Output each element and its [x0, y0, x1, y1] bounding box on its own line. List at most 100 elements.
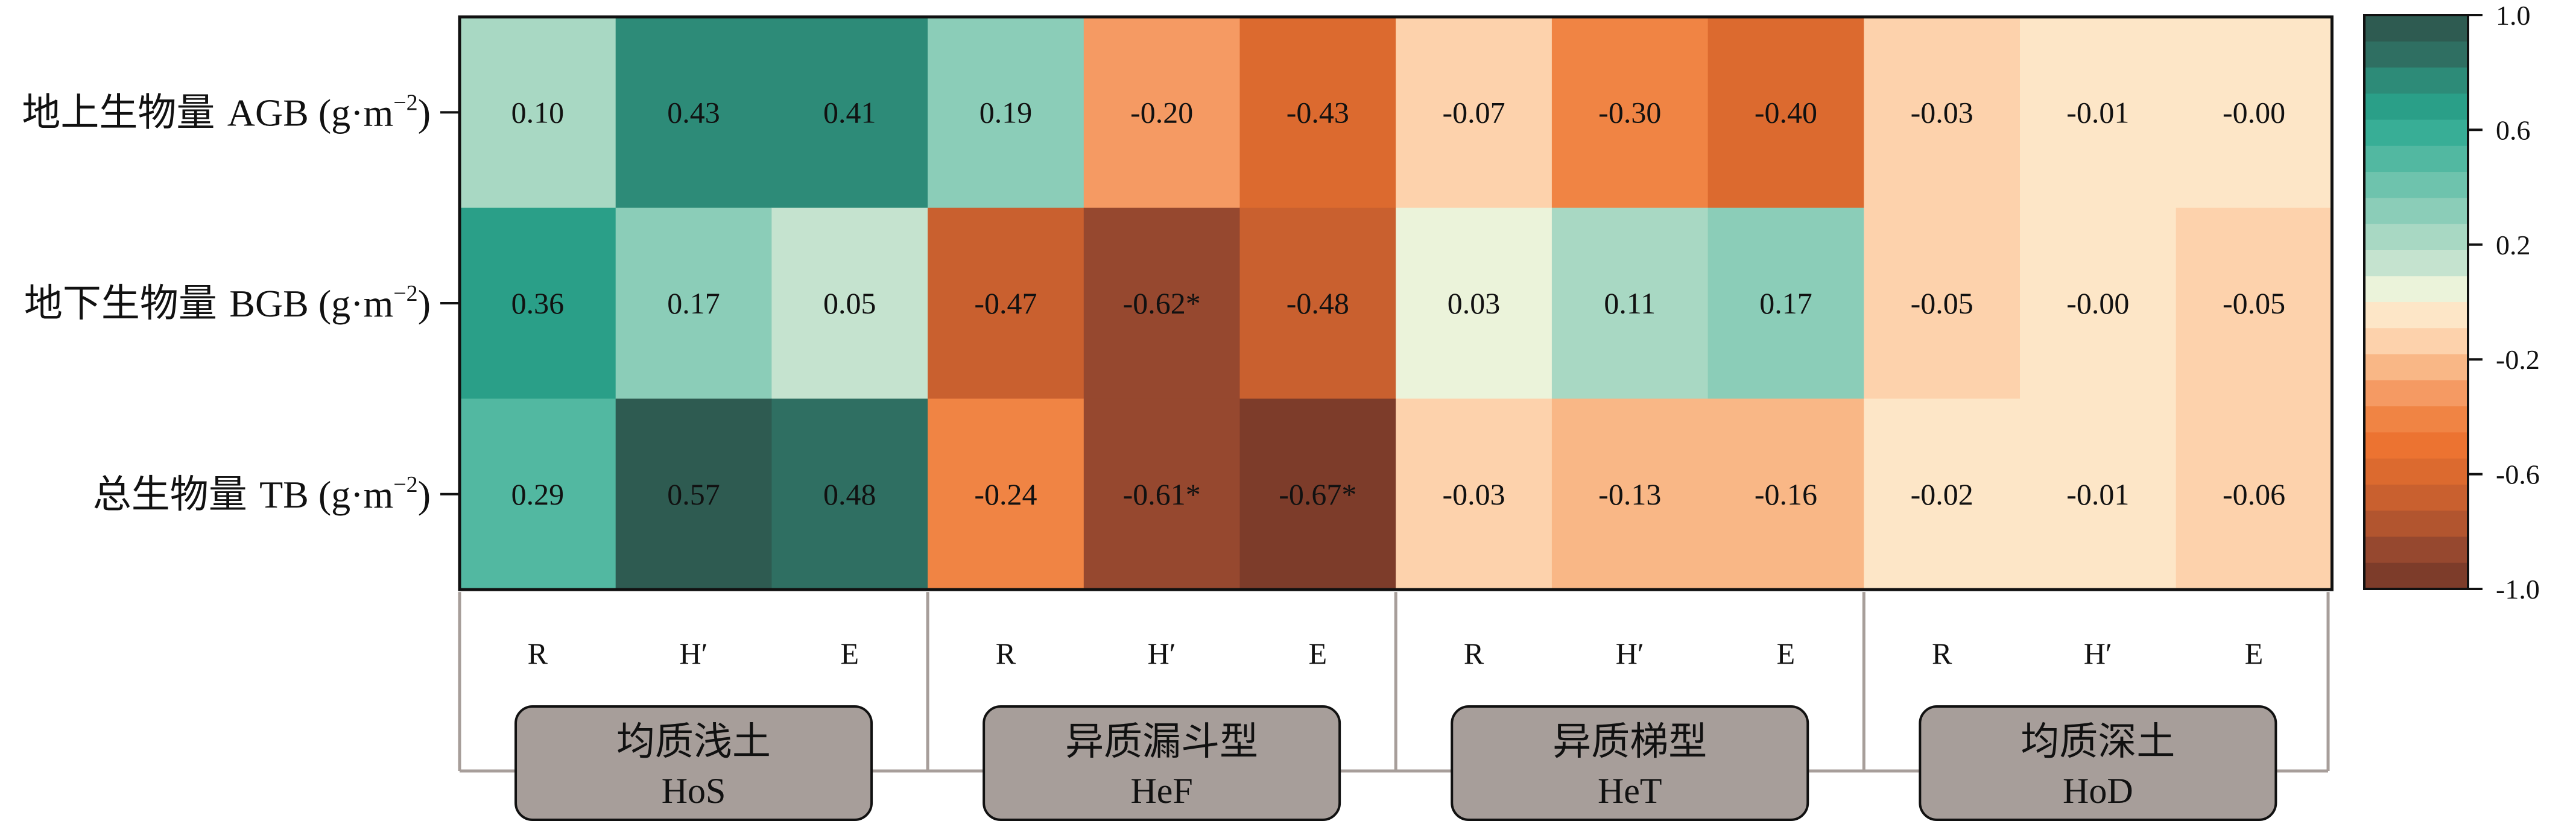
column-tick-labels: R H′ E R H′ E R H′ E R H′ E — [528, 637, 2264, 670]
group-label-cn: 均质深土 — [2021, 720, 2175, 764]
cell-value-label: 0.29 — [511, 477, 565, 511]
colorbar-swatch — [2364, 432, 2468, 459]
cell-value-label: -0.40 — [1755, 95, 1817, 129]
group-label-en: HoS — [662, 771, 726, 811]
row-label: 总生物量 TB (g·m−2) — [93, 472, 431, 517]
colorbar-swatch — [2364, 380, 2468, 407]
cell-value-label: -0.47 — [974, 286, 1037, 320]
colorbar-swatch — [2364, 145, 2468, 172]
cell-value-label: -0.30 — [1598, 95, 1661, 129]
heatmap-cell — [1396, 17, 1552, 209]
colorbar-swatch — [2364, 458, 2468, 485]
column-tick-label: R — [1464, 637, 1484, 670]
heatmap-cell — [1707, 398, 1864, 590]
colorbar-tick-label: -0.2 — [2496, 344, 2540, 375]
colorbar-swatch — [2364, 41, 2468, 68]
heatmap-cell — [460, 207, 616, 399]
colorbar-swatch — [2364, 328, 2468, 355]
colorbar: 1.0 0.6 0.2 -0.2 -0.6 -1.0 — [2363, 0, 2540, 605]
row-label: 地上生物量 AGB (g·m−2) — [22, 90, 431, 135]
column-tick-label: H′ — [680, 637, 708, 670]
colorbar-swatch — [2364, 67, 2468, 94]
colorbar-swatch — [2364, 536, 2468, 564]
heatmap-cell — [1396, 207, 1552, 399]
heatmap-cell — [460, 17, 616, 209]
heatmap-cell — [1551, 17, 1709, 209]
cell-value-label: 0.10 — [511, 95, 565, 129]
heatmap-cell — [928, 17, 1084, 209]
cell-value-label: -0.20 — [1130, 95, 1193, 129]
group-label-cn: 异质漏斗型 — [1065, 720, 1258, 764]
cell-value-label: -0.00 — [2223, 95, 2285, 129]
heatmap-cell — [2020, 17, 2177, 209]
cell-value-label: -0.07 — [1442, 95, 1505, 129]
group-box — [514, 705, 873, 821]
column-tick-label: H′ — [1616, 637, 1644, 670]
column-tick-label: R — [528, 637, 548, 670]
colorbar-swatch — [2364, 93, 2468, 120]
cell-value-label: 0.48 — [823, 477, 876, 511]
column-tick-label: E — [840, 637, 859, 670]
cell-value-label: -0.05 — [2223, 286, 2285, 320]
heatmap-cell — [1864, 17, 2021, 209]
heatmap-cell — [1864, 398, 2021, 590]
heatmap-cell — [1083, 207, 1241, 399]
colorbar-swatch — [2364, 354, 2468, 381]
colorbar-tick-label: 0.6 — [2496, 115, 2531, 145]
cell-value-label: 0.41 — [823, 95, 876, 129]
cell-value-label: 0.11 — [1604, 286, 1656, 320]
heatmap-cell — [2020, 207, 2177, 399]
cell-value-label: -0.06 — [2223, 477, 2285, 511]
cell-value-label: -0.05 — [1911, 286, 1973, 320]
heatmap-cell — [615, 398, 772, 590]
heatmap-cell-labels: 0.10 0.43 0.41 0.19 -0.20 -0.43 -0.07 -0.30 -0.4… — [511, 95, 2286, 511]
colorbar-swatch — [2364, 562, 2468, 590]
heatmap-cell — [1707, 207, 1864, 399]
colorbar-swatch — [2364, 406, 2468, 433]
cell-value-label: -0.03 — [1442, 477, 1505, 511]
column-tick-label: R — [1932, 637, 1952, 670]
cell-value-label: -0.16 — [1755, 477, 1817, 511]
colorbar-swatch — [2364, 511, 2468, 537]
heatmap-cell — [2020, 398, 2177, 590]
colorbar-swatch — [2364, 171, 2468, 198]
cell-value-label: -0.43 — [1286, 95, 1349, 129]
colorbar-tick-label: -1.0 — [2496, 574, 2540, 605]
cell-value-label: 0.03 — [1448, 286, 1501, 320]
cell-value-label: -0.62* — [1123, 286, 1201, 320]
cell-value-label: 0.43 — [667, 95, 720, 129]
heatmap-cell — [1239, 398, 1396, 590]
row-label: 地下生物量 BGB (g·m−2) — [24, 281, 431, 326]
group-box — [1919, 705, 2277, 821]
cell-value-label: -0.00 — [2066, 286, 2129, 320]
cell-value-label: -0.01 — [2066, 477, 2129, 511]
cell-value-label: -0.48 — [1286, 286, 1349, 320]
heatmap-cell — [2176, 207, 2332, 399]
heatmap-cell — [615, 17, 772, 209]
group-label-en: HoD — [2063, 771, 2133, 811]
group-label-en: HeF — [1130, 771, 1192, 811]
heatmap-cell — [2176, 398, 2332, 590]
colorbar-swatch — [2364, 484, 2468, 511]
colorbar-swatch — [2364, 119, 2468, 146]
cell-value-label: -0.13 — [1598, 477, 1661, 511]
heatmap-cell — [1396, 398, 1552, 590]
cell-value-label: 0.19 — [979, 95, 1033, 129]
colorbar-swatch — [2364, 197, 2468, 224]
group-box — [983, 705, 1341, 821]
colorbar-swatch — [2364, 250, 2468, 277]
column-tick-label: E — [1309, 637, 1328, 670]
heatmap-cell — [1239, 17, 1396, 209]
colorbar-swatch — [2364, 15, 2468, 42]
cell-value-label: -0.03 — [1911, 95, 1973, 129]
colorbar-tick-label: -0.6 — [2496, 459, 2540, 490]
cell-value-label: 0.36 — [511, 286, 565, 320]
group-label-cn: 异质梯型 — [1552, 720, 1707, 764]
heatmap-cell — [771, 398, 928, 590]
column-tick-label: H′ — [2084, 637, 2112, 670]
cell-value-label: 0.17 — [667, 286, 720, 320]
column-tick-label: R — [996, 637, 1016, 670]
heatmap-cell — [771, 207, 928, 399]
